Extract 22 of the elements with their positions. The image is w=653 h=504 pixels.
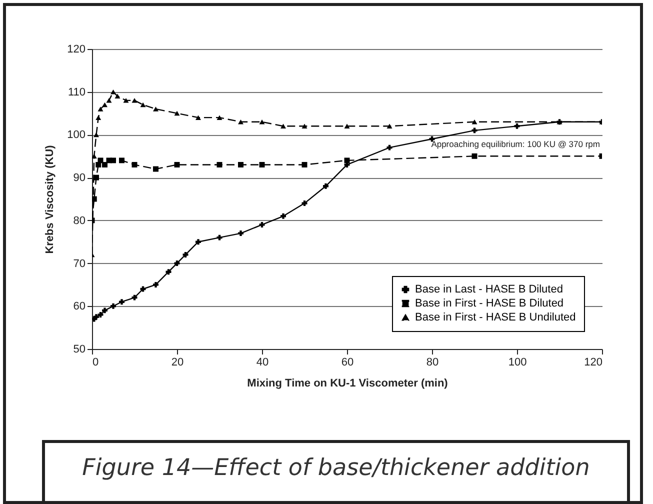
y-tick-label: 110 <box>68 86 86 98</box>
annotation: Approaching equilibrium: 100 KU @ 370 rpm <box>431 139 600 149</box>
y-tick-label: 60 <box>73 300 86 313</box>
text: Figure 14—Effect of base/thickener addition <box>42 440 630 504</box>
y-tick-label: 80 <box>73 214 86 227</box>
x-tick-label: 100 <box>508 356 527 368</box>
x-tick-label: 20 <box>171 356 184 368</box>
x-tick-label: 120 <box>584 356 602 368</box>
x-tick-label: 0 <box>92 356 99 368</box>
y-tick-label: 120 <box>67 44 86 56</box>
legend-label: Base in First - HASE B Undiluted <box>415 312 576 324</box>
y-tick-label: 50 <box>73 344 86 356</box>
x-tick-label: 80 <box>426 356 439 368</box>
x-tick-label: 60 <box>341 356 354 368</box>
x-axis-title: Mixing Time on KU-1 Viscometer (min) <box>247 378 448 390</box>
legend-label: Base in First - HASE B Diluted <box>415 298 564 310</box>
y-tick-label: 70 <box>73 258 86 270</box>
y-tick-label: 100 <box>67 129 86 142</box>
y-axis-title: Krebs Viscosity (KU) <box>44 144 56 254</box>
legend-label: Base in Last - HASE B Diluted <box>415 284 563 296</box>
y-tick-label: 90 <box>73 172 86 184</box>
x-tick-label: 40 <box>256 356 269 368</box>
